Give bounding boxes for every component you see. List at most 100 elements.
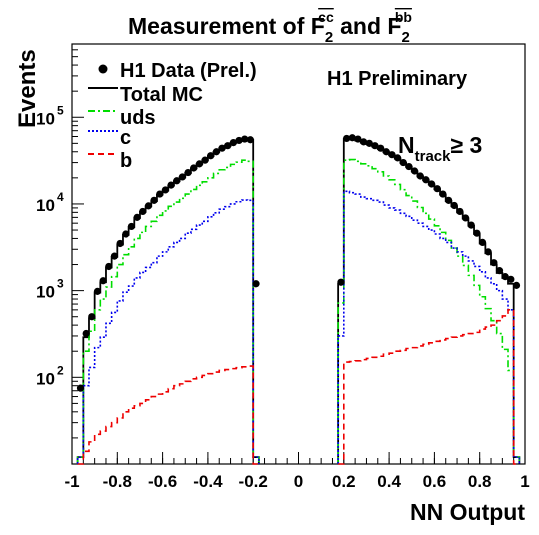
data-point [360, 138, 368, 146]
data-point [195, 160, 204, 168]
series-total-mc [76, 137, 521, 464]
series-h1-data-prel [76, 134, 521, 392]
series-b [77, 309, 520, 465]
series-layer [76, 134, 521, 465]
data-point [127, 222, 136, 231]
title-mid: and F [334, 13, 402, 39]
data-point [427, 180, 436, 188]
data-point [410, 167, 419, 175]
data-point [207, 152, 215, 160]
series-line-left [76, 159, 260, 464]
data-point [167, 181, 175, 189]
chart-title: Measurement of F2cc and F2bb [128, 9, 412, 46]
x-tick-label: 0.4 [377, 472, 401, 491]
y-tick-exponent: 3 [57, 277, 64, 291]
data-point [201, 156, 209, 164]
x-tick-label: 1 [520, 472, 529, 491]
data-point [161, 186, 170, 194]
data-point [444, 196, 453, 204]
legend-label: H1 Data (Prel.) [120, 60, 257, 82]
x-tick-label: -0.8 [103, 472, 132, 491]
x-tick-label: -0.2 [239, 472, 268, 491]
data-point [178, 173, 187, 181]
data-point [229, 139, 237, 147]
data-point [393, 154, 402, 162]
data-point [490, 259, 498, 267]
data-point [382, 148, 390, 156]
data-point [405, 162, 413, 171]
data-point [473, 229, 481, 237]
title-sub-2: 2 [401, 29, 409, 46]
data-point [478, 238, 487, 247]
series-line-left [77, 365, 259, 465]
data-point [337, 278, 345, 286]
y-tick-exponent: 2 [57, 363, 64, 377]
data-point [343, 134, 351, 143]
data-point [133, 213, 141, 221]
data-point [150, 196, 158, 204]
data-point [365, 139, 373, 147]
data-point [450, 201, 458, 210]
data-point [377, 144, 385, 152]
data-point [99, 277, 107, 285]
data-point [241, 135, 249, 143]
data-point [190, 164, 198, 172]
data-point [422, 176, 430, 184]
data-point [122, 230, 130, 238]
legend-label: c [120, 127, 131, 149]
data-point [495, 267, 504, 275]
data-point [501, 273, 509, 281]
title-main: Measurement of F [128, 13, 325, 39]
data-point [484, 248, 492, 256]
data-point [93, 287, 102, 295]
data-point [348, 134, 356, 142]
data-point [461, 214, 470, 222]
svg-text:Measurement of F2cc and F2bb: Measurement of F2cc and F2bb [128, 9, 412, 46]
data-point [354, 135, 362, 143]
series-c [76, 190, 521, 464]
legend-label: b [120, 150, 132, 172]
data-point [218, 144, 226, 152]
data-point [156, 190, 164, 198]
y-tick-label: 10 [36, 283, 55, 302]
data-point [105, 262, 113, 271]
data-point [144, 202, 153, 210]
y-tick-label: 10 [36, 369, 55, 388]
data-point [433, 185, 441, 193]
series-line-right [337, 158, 521, 464]
series-line-right [337, 137, 521, 464]
title-sup-2: bb [395, 9, 412, 25]
data-point [76, 384, 85, 392]
data-point [467, 221, 475, 229]
data-point [212, 148, 220, 156]
series-line-right [337, 190, 521, 464]
data-point [388, 151, 396, 159]
x-tick-label: -0.6 [148, 472, 177, 491]
x-tick-label: 0.8 [468, 472, 492, 491]
y-tick-exponent: 5 [57, 103, 64, 117]
data-point [252, 280, 260, 288]
data-point [82, 329, 90, 338]
data-point [173, 177, 181, 185]
x-tick-label: -1 [64, 472, 79, 491]
ntrack-label: Ntrack≥ 3 [398, 132, 482, 165]
data-point [439, 190, 447, 198]
x-tick-label: 0.6 [423, 472, 447, 491]
data-point [512, 281, 521, 289]
data-point [110, 252, 119, 260]
data-point [246, 136, 254, 144]
data-point [371, 142, 379, 150]
data-point [416, 172, 424, 180]
data-point [399, 158, 407, 167]
x-tick-label: -0.4 [193, 472, 223, 491]
data-point [184, 168, 192, 177]
data-point [116, 239, 124, 248]
data-point [456, 207, 464, 216]
x-tick-label: 0 [294, 472, 303, 491]
title-sup-1: cc [318, 9, 334, 25]
series-line-right [338, 309, 520, 465]
series-uds [76, 158, 521, 464]
legend-marker [98, 64, 108, 74]
